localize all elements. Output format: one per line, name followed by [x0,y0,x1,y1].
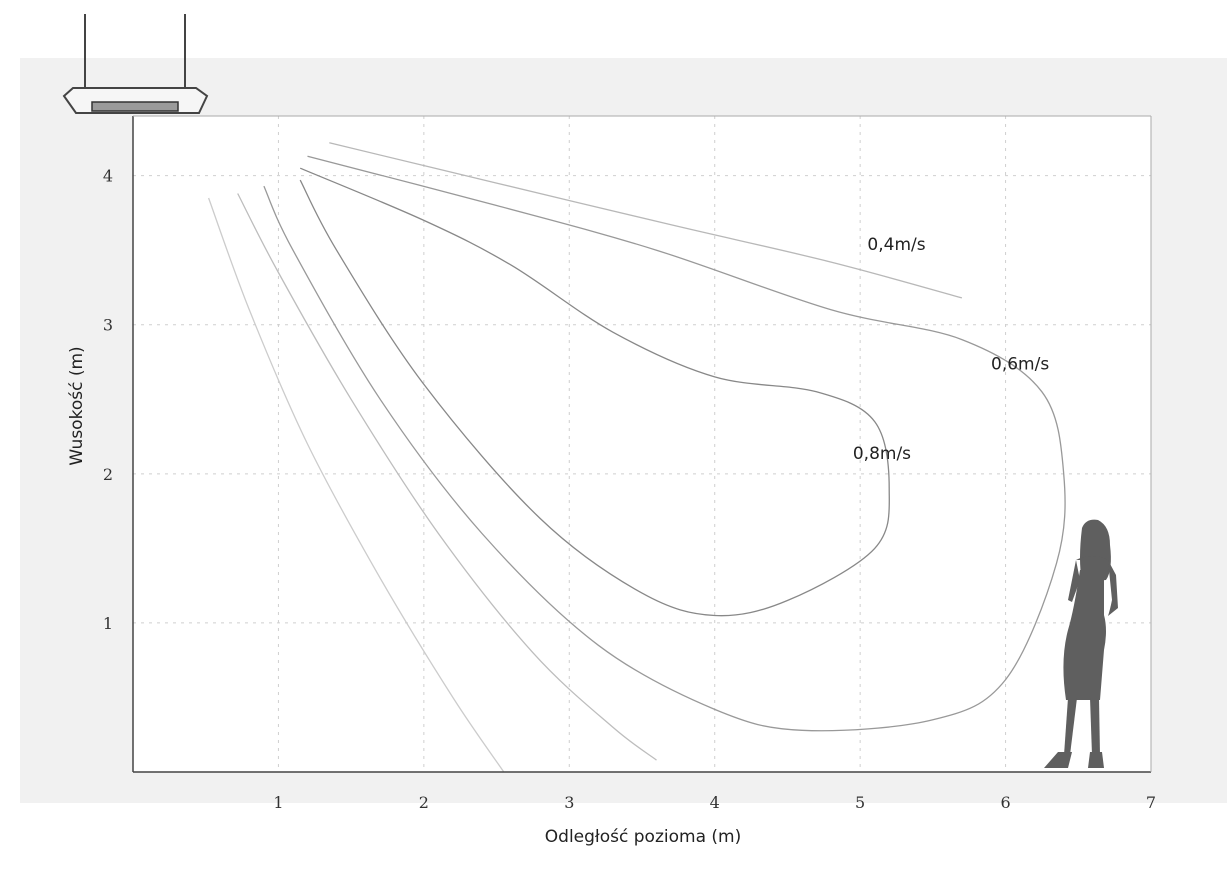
curves [207,142,1066,773]
x-tick-label: 5 [855,793,865,812]
x-tick-label: 3 [564,793,574,812]
x-axis-title: Odległość pozioma (m) [545,827,741,847]
y-tick-label: 1 [103,614,113,633]
y-axis-title: Wusokość (m) [67,346,87,465]
x-tick-label: 2 [419,793,429,812]
velocity-curve-4 [237,193,657,761]
y-tick-labels: 1 2 3 4 [103,167,113,633]
person-silhouette [1044,519,1118,768]
curve-labels: 0,4m/s 0,6m/s 0,8m/s [853,235,1049,464]
velocity-curve-5 [207,197,505,773]
velocity-curve-3 [329,142,963,299]
curve-label: 0,6m/s [991,354,1049,374]
velocity-curve-1 [299,167,890,617]
x-tick-label: 4 [710,793,720,812]
y-tick-label: 2 [103,465,113,484]
curve-label: 0,4m/s [867,235,925,255]
ceiling-unit-icon [62,14,209,114]
x-tick-label: 1 [273,793,283,812]
y-tick-label: 4 [103,167,113,186]
x-tick-labels: 1 2 3 4 5 6 7 [273,793,1156,812]
plot-area [133,116,1151,772]
y-tick-label: 3 [103,316,113,335]
x-tick-label: 6 [1000,793,1010,812]
x-tick-label: 7 [1146,793,1156,812]
velocity-curve-2 [263,155,1066,732]
curve-label: 0,8m/s [853,444,911,464]
grid [133,116,1151,772]
